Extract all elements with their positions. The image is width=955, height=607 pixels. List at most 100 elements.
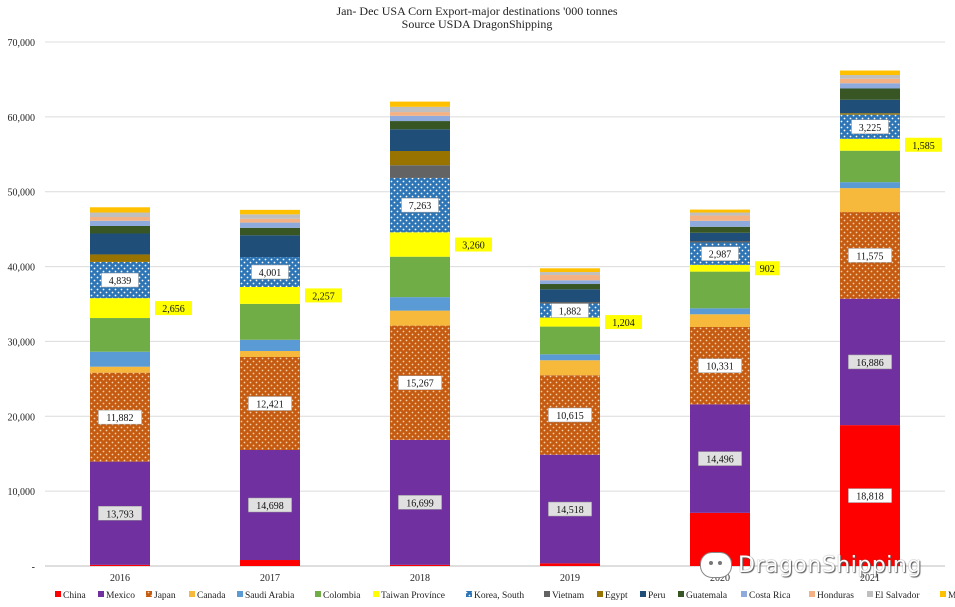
y-axis-ticks: - 10,000 20,000 30,000 40,000 50,000 60,000 70,… bbox=[8, 38, 36, 573]
bar-segment-china-2017 bbox=[240, 560, 300, 566]
data-label-box bbox=[398, 495, 442, 510]
y-tick-label: - bbox=[32, 562, 35, 573]
bar-segment-el-salvador-2019 bbox=[540, 272, 600, 276]
y-tick-label: 70,000 bbox=[8, 38, 36, 49]
legend-entry: Morocco bbox=[948, 591, 955, 601]
data-label: 13,793 bbox=[106, 509, 134, 520]
data-label-box bbox=[701, 246, 739, 261]
bar-segment-guatemala-2017 bbox=[240, 227, 300, 236]
legend-swatch bbox=[189, 591, 195, 597]
bar-segment-saudi-arabia-2017 bbox=[240, 339, 300, 352]
data-label-box bbox=[98, 506, 142, 521]
data-label-box bbox=[248, 497, 292, 513]
x-tick-label: 2020 bbox=[710, 573, 730, 584]
data-label-box bbox=[548, 501, 592, 517]
data-label: 14,518 bbox=[556, 505, 584, 516]
bar-segment-costa-rica-2020 bbox=[690, 220, 750, 227]
legend-entry: El Salvador bbox=[875, 591, 920, 601]
bar-segment-morocco-2020 bbox=[690, 209, 750, 213]
data-label: 2,987 bbox=[709, 250, 732, 261]
legend-entry: Colombia bbox=[323, 591, 361, 601]
legend-swatch bbox=[237, 591, 243, 597]
bar-segment-el-salvador-2016 bbox=[90, 212, 150, 218]
data-label: 4,839 bbox=[109, 276, 132, 287]
bar-segment-saudi-arabia-2020 bbox=[690, 308, 750, 315]
data-label: 18,818 bbox=[856, 492, 884, 503]
data-label: 10,615 bbox=[556, 411, 584, 422]
bars bbox=[90, 70, 900, 566]
data-label-box bbox=[155, 301, 192, 316]
data-label: 4,001 bbox=[259, 268, 282, 279]
bar-segment-guatemala-2016 bbox=[90, 225, 150, 234]
y-tick-label: 30,000 bbox=[8, 337, 36, 348]
bar-segment-honduras-2021 bbox=[840, 78, 900, 84]
data-label-box bbox=[698, 451, 742, 466]
data-label: 3,225 bbox=[859, 123, 882, 134]
legend-entry: Korea, South bbox=[474, 591, 524, 601]
bar-segment-canada-2019 bbox=[540, 360, 600, 376]
y-tick-label: 20,000 bbox=[8, 412, 36, 423]
bar-segment-el-salvador-2021 bbox=[840, 75, 900, 79]
bar-segment-vietnam-2020 bbox=[690, 241, 750, 243]
x-axis-ticks: 2016 2017 2018 2019 2020 2021 bbox=[110, 573, 880, 584]
legend-swatch bbox=[373, 591, 379, 597]
data-label-box bbox=[848, 354, 892, 370]
y-tick-label: 60,000 bbox=[8, 113, 36, 124]
bar-segment-costa-rica-2018 bbox=[390, 115, 450, 122]
legend-swatch bbox=[544, 591, 550, 597]
data-label: 14,496 bbox=[706, 455, 734, 466]
data-label-box bbox=[248, 396, 292, 411]
data-label-box bbox=[398, 375, 442, 390]
data-label-box bbox=[251, 264, 289, 280]
bar-segment-el-salvador-2020 bbox=[690, 212, 750, 216]
bar-segment-canada-2021 bbox=[840, 188, 900, 213]
legend-swatch bbox=[146, 591, 152, 597]
bar-segment-canada-2020 bbox=[690, 314, 750, 328]
bar-segment-honduras-2020 bbox=[690, 215, 750, 221]
bar-segment-morocco-2017 bbox=[240, 209, 300, 215]
legend-entry: Guatemala bbox=[686, 591, 728, 601]
x-tick-label: 2021 bbox=[860, 573, 880, 584]
legend-swatch bbox=[809, 591, 815, 597]
bar-segment-china-2018 bbox=[390, 564, 450, 566]
bar-segment-peru-2017 bbox=[240, 235, 300, 258]
chart-title: Jan- Dec USA Corn Export-major destinati… bbox=[336, 4, 617, 18]
bar-segment-colombia-2017 bbox=[240, 303, 300, 340]
legend: China Mexico Japan Canada Saudi Arabia Colomb… bbox=[55, 591, 955, 601]
data-label-box bbox=[698, 358, 742, 373]
legend-entry: Egypt bbox=[605, 591, 628, 601]
bar-segment-costa-rica-2016 bbox=[90, 220, 150, 226]
data-label-box bbox=[401, 197, 439, 213]
bar-segment-taiwan-prov-nce-2019 bbox=[540, 317, 600, 327]
data-label: 2,656 bbox=[162, 304, 185, 315]
bar-segment-guatemala-2020 bbox=[690, 226, 750, 233]
data-label: 902 bbox=[760, 264, 775, 275]
bar-segment-china-2019 bbox=[540, 563, 600, 566]
bar-segment-vietnam-2019 bbox=[540, 301, 600, 304]
data-label-box bbox=[848, 488, 892, 503]
data-label: 12,421 bbox=[256, 399, 284, 410]
data-label: 2,257 bbox=[312, 291, 335, 302]
x-tick-label: 2016 bbox=[110, 573, 130, 584]
data-label-box bbox=[101, 272, 139, 288]
legend-entry: Taiwan Provínce bbox=[381, 591, 445, 601]
bar-segment-colombia-2019 bbox=[540, 326, 600, 355]
bar-segment-colombia-2021 bbox=[840, 150, 900, 183]
data-label: 1,585 bbox=[912, 141, 935, 152]
bar-segment-saudi-arabia-2019 bbox=[540, 354, 600, 361]
legend-entry: Vietnam bbox=[552, 591, 585, 601]
data-label: 14,698 bbox=[256, 501, 284, 512]
bar-segment-taiwan-prov-nce-2020 bbox=[690, 264, 750, 272]
bar-segment-taiwan-prov-nce-2016 bbox=[90, 298, 150, 319]
bar-segment-china-2016 bbox=[90, 564, 150, 566]
data-label-box bbox=[98, 409, 142, 425]
data-label-box bbox=[605, 315, 642, 330]
data-label-box bbox=[548, 407, 592, 423]
data-label: 11,575 bbox=[856, 251, 883, 262]
bar-segment-honduras-2017 bbox=[240, 218, 300, 223]
bar-segment-peru-2016 bbox=[90, 233, 150, 255]
bar-segment-taiwan-prov-nce-2021 bbox=[840, 138, 900, 151]
legend-swatch bbox=[315, 591, 321, 597]
bar-segment-peru-2021 bbox=[840, 99, 900, 114]
legend-entry: China bbox=[63, 591, 86, 601]
